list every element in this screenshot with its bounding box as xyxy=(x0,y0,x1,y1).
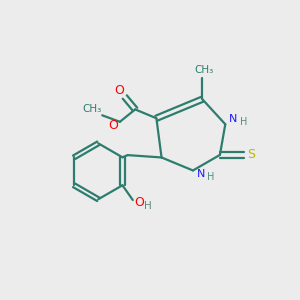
Text: S: S xyxy=(248,148,255,161)
Text: H: H xyxy=(207,172,214,182)
Text: CH₃: CH₃ xyxy=(194,65,213,75)
Text: N: N xyxy=(230,114,238,124)
Text: CH₃: CH₃ xyxy=(82,104,101,114)
Text: O: O xyxy=(109,119,118,132)
Text: O: O xyxy=(134,196,144,209)
Text: H: H xyxy=(240,117,247,127)
Text: O: O xyxy=(115,84,124,97)
Text: N: N xyxy=(197,169,206,179)
Text: H: H xyxy=(144,202,152,212)
